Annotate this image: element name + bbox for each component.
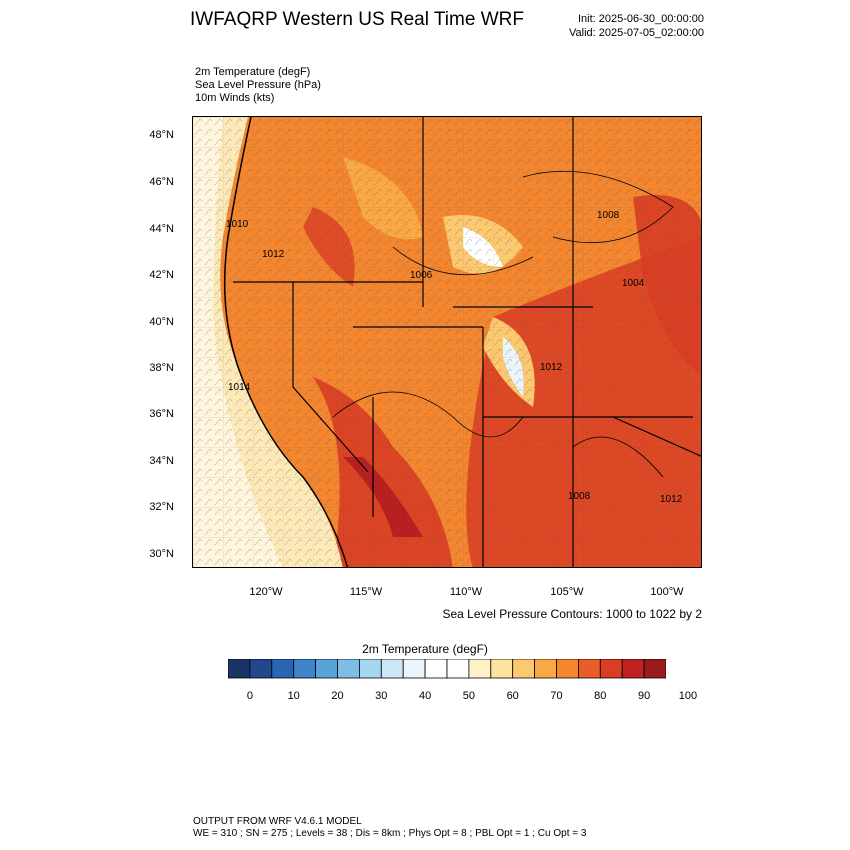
colorbar-bin — [402, 659, 426, 679]
lon-label: 110°W — [449, 586, 483, 598]
valid-time: Valid: 2025-07-05_02:00:00 — [569, 27, 704, 39]
lat-label: 40°N — [149, 316, 174, 328]
lat-label: 34°N — [149, 455, 174, 467]
footer-config: WE = 310 ; SN = 275 ; Levels = 38 ; Dis … — [193, 828, 587, 839]
colorbar-bin — [490, 659, 514, 679]
lon-label: 105°W — [550, 586, 584, 598]
colorbar-bin — [577, 659, 601, 679]
coastline — [223, 117, 349, 567]
colorbar-bin — [621, 659, 645, 679]
map-title: IWFAQRP Western US Real Time WRF — [190, 9, 524, 30]
footer-model: OUTPUT FROM WRF V4.6.1 MODEL — [193, 816, 362, 827]
colorbar-tick-label: 100 — [678, 690, 698, 702]
colorbar-bin — [643, 659, 666, 679]
colorbar-tick-label: 10 — [287, 690, 300, 702]
colorbar-tick-label: 50 — [462, 690, 476, 702]
colorbar-bin — [556, 659, 579, 679]
map-panel — [192, 116, 702, 568]
colorbar-bin — [271, 659, 295, 679]
colorbar-tick-label: 80 — [594, 690, 607, 702]
lon-label: 100°W — [650, 586, 684, 598]
contour-label: 1012 — [540, 362, 563, 373]
contour-label: 1012 — [262, 249, 285, 260]
lon-label: 120°W — [249, 586, 283, 598]
colorbar-bin — [293, 659, 316, 679]
field-label-pressure: Sea Level Pressure (hPa) — [195, 79, 321, 91]
lat-label: 30°N — [149, 548, 174, 560]
colorbar-bin — [380, 659, 404, 679]
colorbar-tick-label: 0 — [246, 690, 253, 702]
colorbar-bin — [512, 659, 536, 679]
contour-label: 1010 — [226, 219, 249, 230]
pressure-contours — [332, 170, 674, 478]
colorbar-tick-label: 90 — [637, 690, 651, 702]
lat-label: 48°N — [149, 129, 174, 141]
colorbar — [228, 659, 666, 679]
contour-label: 1004 — [622, 278, 645, 289]
lat-label: 36°N — [149, 408, 174, 420]
colorbar-tick-label: 40 — [418, 690, 432, 702]
field-label-temperature: 2m Temperature (degF) — [195, 66, 311, 78]
colorbar-bin — [446, 659, 470, 679]
colorbar-bin — [249, 659, 273, 679]
contour-note: Sea Level Pressure Contours: 1000 to 102… — [442, 607, 703, 621]
colorbar-tick-label: 70 — [550, 690, 563, 702]
lat-label: 44°N — [149, 223, 174, 235]
colorbar-bin — [534, 659, 557, 679]
lat-label: 38°N — [149, 362, 174, 374]
contour-label: 1014 — [228, 382, 251, 393]
colorbar-bin — [228, 659, 251, 679]
contour-label: 1012 — [660, 494, 683, 505]
field-label-winds: 10m Winds (kts) — [195, 92, 275, 104]
temperature-map — [193, 117, 701, 567]
colorbar-tick-label: 60 — [506, 690, 519, 702]
colorbar-tick-label: 30 — [375, 690, 388, 702]
contour-label: 1006 — [410, 270, 433, 281]
contour-label: 1008 — [597, 210, 620, 221]
init-time: Init: 2025-06-30_00:00:00 — [578, 13, 704, 25]
colorbar-bin — [424, 659, 448, 679]
lon-label: 115°W — [349, 586, 383, 598]
colorbar-title: 2m Temperature (degF) — [362, 642, 488, 656]
state-borders — [233, 117, 701, 567]
contour-label: 1008 — [568, 491, 591, 502]
colorbar-bin — [337, 659, 360, 679]
colorbar-tick-label: 20 — [331, 690, 344, 702]
colorbar-bin — [358, 659, 382, 679]
lat-label: 46°N — [149, 176, 174, 188]
county-grid-layer — [193, 117, 701, 567]
lat-label: 42°N — [149, 269, 174, 281]
colorbar-bin — [599, 659, 623, 679]
lat-label: 32°N — [149, 501, 174, 513]
colorbar-bin — [315, 659, 338, 679]
colorbar-bin — [468, 659, 492, 679]
